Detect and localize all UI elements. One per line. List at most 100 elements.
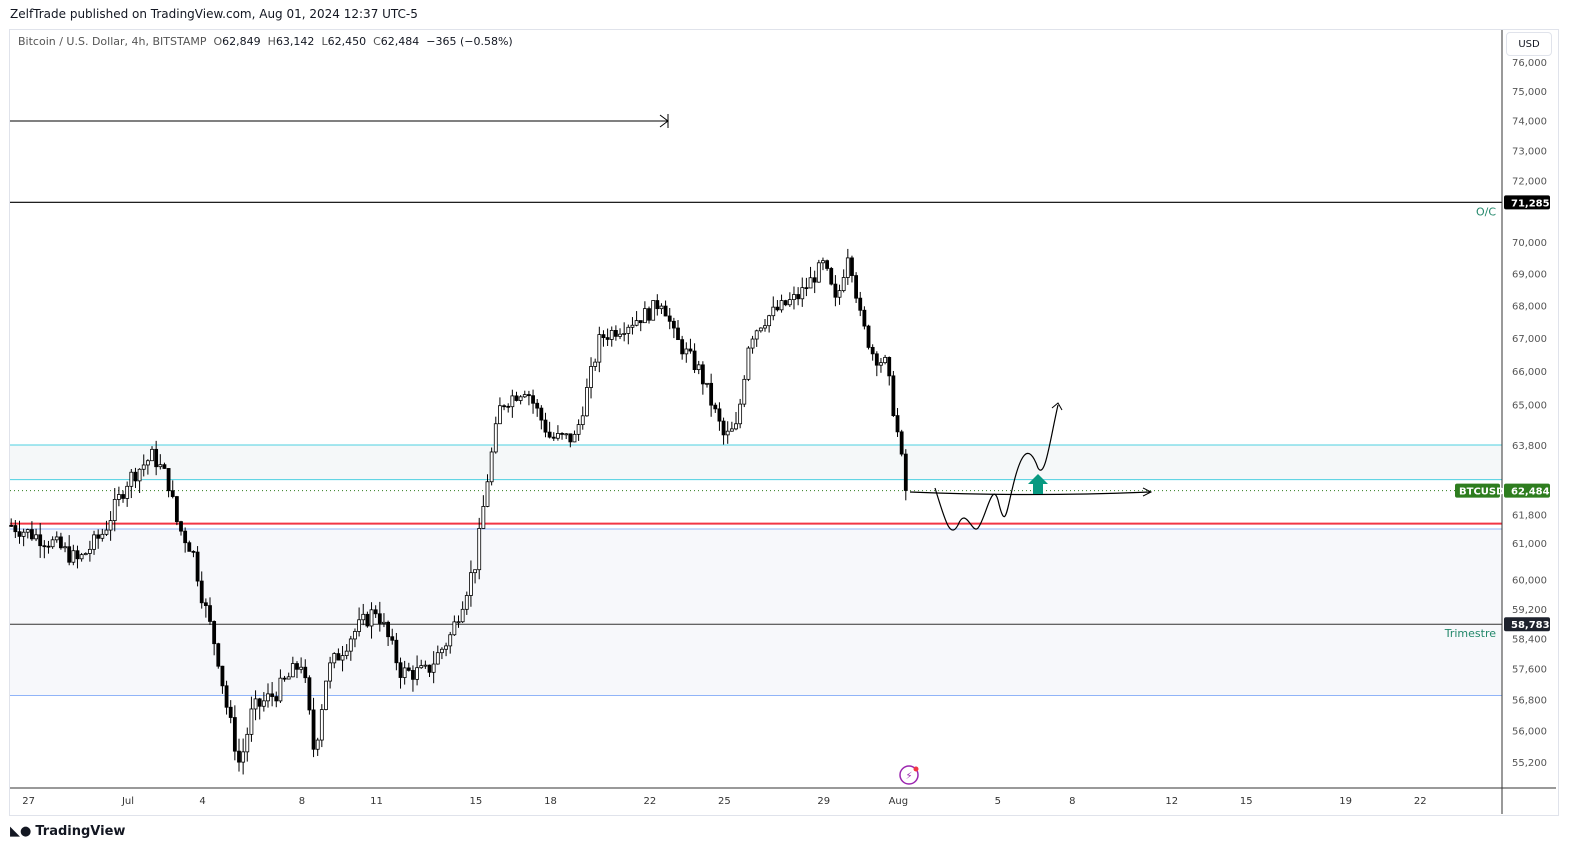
candle bbox=[315, 739, 320, 750]
candle bbox=[763, 325, 767, 329]
projection-ray bbox=[909, 491, 1151, 496]
candle bbox=[676, 327, 680, 341]
candle bbox=[638, 320, 643, 324]
candle bbox=[348, 638, 353, 652]
candle bbox=[398, 662, 403, 678]
candle bbox=[746, 347, 751, 380]
candle bbox=[17, 531, 22, 537]
candle bbox=[858, 297, 863, 311]
candle bbox=[92, 534, 96, 550]
candle bbox=[237, 750, 241, 763]
candle bbox=[299, 666, 304, 670]
candle bbox=[659, 305, 664, 310]
price-tick-label: 57,600 bbox=[1512, 665, 1547, 676]
candle bbox=[166, 468, 171, 492]
candle bbox=[754, 330, 759, 340]
open-value: 62,849 bbox=[222, 35, 261, 48]
candle bbox=[825, 260, 830, 269]
candle bbox=[208, 605, 212, 622]
candle bbox=[626, 326, 631, 334]
candle bbox=[444, 645, 448, 650]
price-tick-label: 60,000 bbox=[1512, 575, 1547, 586]
time-tick-label: 8 bbox=[299, 796, 305, 807]
candle bbox=[543, 419, 548, 433]
candle bbox=[750, 338, 755, 349]
candle bbox=[257, 698, 262, 707]
currency-button[interactable]: USD bbox=[1506, 32, 1552, 56]
candle bbox=[473, 569, 477, 574]
ticker-tag: BTCUSD bbox=[1459, 487, 1504, 498]
candle bbox=[539, 407, 544, 421]
candle bbox=[605, 337, 610, 340]
candle bbox=[133, 471, 138, 482]
candle bbox=[593, 361, 598, 367]
price-tick-label: 66,000 bbox=[1512, 367, 1547, 378]
candle bbox=[170, 490, 175, 497]
trimestre-label: Trimestre bbox=[1444, 627, 1496, 640]
candle bbox=[249, 708, 254, 735]
candle bbox=[121, 494, 125, 499]
change-value: −365 (−0.58%) bbox=[426, 35, 513, 48]
candle bbox=[187, 542, 192, 552]
candle bbox=[647, 308, 651, 321]
candle bbox=[431, 663, 436, 673]
candle bbox=[183, 530, 188, 544]
time-tick-label: 19 bbox=[1339, 796, 1352, 807]
candle bbox=[816, 262, 821, 283]
candle bbox=[895, 415, 900, 433]
ray-arrowhead-icon bbox=[659, 114, 669, 128]
candle bbox=[469, 572, 473, 596]
tv-logo-icon: ◣● bbox=[10, 824, 32, 839]
candle bbox=[767, 315, 772, 327]
candle bbox=[572, 433, 577, 443]
candle bbox=[821, 260, 825, 264]
candle bbox=[125, 485, 130, 499]
candle bbox=[502, 405, 506, 408]
candle bbox=[402, 667, 407, 678]
candle bbox=[266, 693, 270, 702]
candle bbox=[373, 609, 378, 615]
projection-arrowhead-icon bbox=[1142, 487, 1153, 497]
candle bbox=[879, 362, 883, 366]
candle bbox=[54, 536, 59, 541]
candle bbox=[688, 348, 693, 352]
candle bbox=[808, 277, 813, 289]
candle bbox=[680, 339, 685, 355]
candle bbox=[141, 464, 146, 470]
candle bbox=[874, 353, 879, 366]
candle bbox=[129, 471, 134, 487]
candle bbox=[622, 333, 627, 335]
candle bbox=[506, 405, 511, 408]
candle bbox=[841, 277, 846, 292]
symbol-legend: Bitcoin / U.S. Dollar, 4h, BITSTAMP O62,… bbox=[18, 35, 513, 48]
candle bbox=[551, 436, 556, 439]
candle bbox=[303, 666, 308, 679]
candle bbox=[216, 643, 221, 667]
candle bbox=[692, 350, 697, 371]
candle bbox=[456, 621, 461, 624]
time-tick-label: 11 bbox=[370, 796, 383, 807]
candle bbox=[651, 300, 656, 321]
candle bbox=[9, 524, 14, 527]
candle bbox=[489, 451, 494, 483]
symbol-name: Bitcoin / U.S. Dollar, 4h, BITSTAMP bbox=[18, 35, 207, 48]
time-tick-label: 12 bbox=[1165, 796, 1178, 807]
price-tick-label: 70,000 bbox=[1512, 238, 1547, 249]
candle bbox=[833, 283, 838, 298]
price-tick-label: 63,800 bbox=[1512, 441, 1547, 452]
candle bbox=[452, 621, 457, 636]
candle bbox=[713, 404, 718, 410]
candle bbox=[771, 306, 776, 317]
candle bbox=[464, 595, 469, 610]
candle bbox=[514, 395, 519, 401]
candle bbox=[498, 405, 502, 425]
candle bbox=[63, 546, 67, 549]
price-tick-label: 56,800 bbox=[1512, 695, 1547, 706]
price-tick-label: 55,200 bbox=[1512, 758, 1547, 769]
candle bbox=[729, 428, 734, 432]
candle bbox=[899, 431, 904, 455]
candle bbox=[290, 663, 295, 678]
price-tick-label: 65,000 bbox=[1512, 400, 1547, 411]
candle bbox=[390, 636, 395, 641]
